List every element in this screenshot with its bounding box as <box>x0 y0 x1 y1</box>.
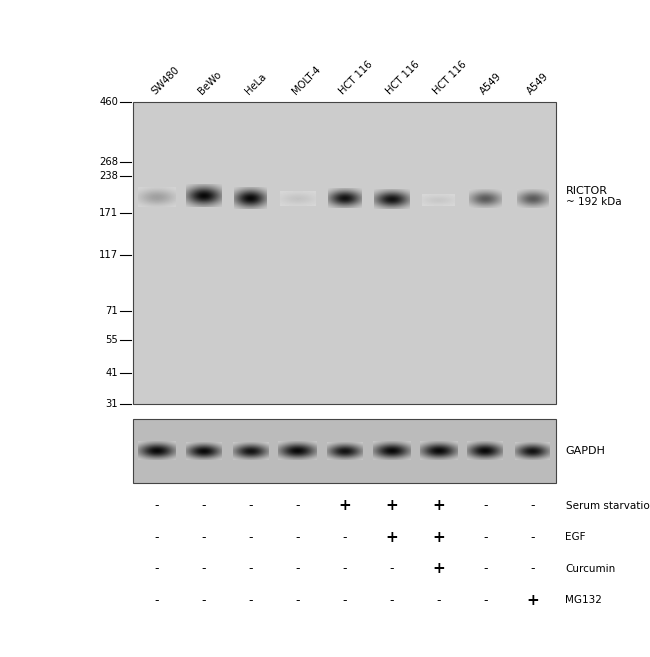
Text: -: - <box>389 594 394 607</box>
Text: 238: 238 <box>99 171 118 181</box>
Text: -: - <box>202 594 206 607</box>
Text: -: - <box>248 499 253 512</box>
Text: BeWo: BeWo <box>196 70 224 97</box>
Text: -: - <box>530 499 534 512</box>
Text: -: - <box>155 562 159 576</box>
Text: 55: 55 <box>105 335 118 345</box>
Text: -: - <box>483 562 488 576</box>
Text: HCT 116: HCT 116 <box>384 59 422 97</box>
Text: +: + <box>526 593 539 608</box>
Text: 31: 31 <box>106 399 118 409</box>
Text: HeLa: HeLa <box>244 72 268 97</box>
Text: -: - <box>295 594 300 607</box>
Text: -: - <box>389 562 394 576</box>
Text: 71: 71 <box>105 306 118 316</box>
Text: HCT 116: HCT 116 <box>337 59 374 97</box>
Text: -: - <box>483 594 488 607</box>
Text: MG132: MG132 <box>566 595 603 606</box>
Text: Curcumin: Curcumin <box>566 564 616 574</box>
Text: -: - <box>202 499 206 512</box>
Text: 41: 41 <box>106 368 118 378</box>
Text: -: - <box>436 594 441 607</box>
Text: +: + <box>432 530 445 545</box>
Text: -: - <box>295 562 300 576</box>
Text: -: - <box>343 562 346 576</box>
Text: 460: 460 <box>99 97 118 107</box>
Text: -: - <box>343 531 346 544</box>
Text: -: - <box>483 531 488 544</box>
Text: -: - <box>530 562 534 576</box>
Text: -: - <box>295 499 300 512</box>
FancyBboxPatch shape <box>133 102 556 404</box>
Text: -: - <box>530 531 534 544</box>
Text: +: + <box>432 499 445 513</box>
Text: -: - <box>248 531 253 544</box>
Text: SW480: SW480 <box>150 65 181 97</box>
Text: -: - <box>202 531 206 544</box>
Text: A549: A549 <box>478 71 504 97</box>
Text: 171: 171 <box>99 208 118 217</box>
Text: GAPDH: GAPDH <box>566 446 605 456</box>
Text: +: + <box>385 530 398 545</box>
Text: -: - <box>248 562 253 576</box>
Text: -: - <box>155 594 159 607</box>
Text: -: - <box>295 531 300 544</box>
Text: 268: 268 <box>99 158 118 168</box>
Text: A549: A549 <box>525 71 551 97</box>
Text: +: + <box>385 499 398 513</box>
FancyBboxPatch shape <box>133 419 556 483</box>
Text: -: - <box>155 531 159 544</box>
Text: +: + <box>338 499 351 513</box>
Text: -: - <box>202 562 206 576</box>
Text: -: - <box>248 594 253 607</box>
Text: -: - <box>483 499 488 512</box>
Text: HCT 116: HCT 116 <box>432 59 469 97</box>
Text: MOLT-4: MOLT-4 <box>291 64 322 97</box>
Text: EGF: EGF <box>566 532 586 543</box>
Text: -: - <box>343 594 346 607</box>
Text: RICTOR: RICTOR <box>566 186 608 196</box>
Text: ~ 192 kDa: ~ 192 kDa <box>566 197 621 208</box>
Text: -: - <box>155 499 159 512</box>
Text: 117: 117 <box>99 250 118 260</box>
Text: +: + <box>432 562 445 576</box>
Text: Serum starvation: Serum starvation <box>566 501 650 511</box>
